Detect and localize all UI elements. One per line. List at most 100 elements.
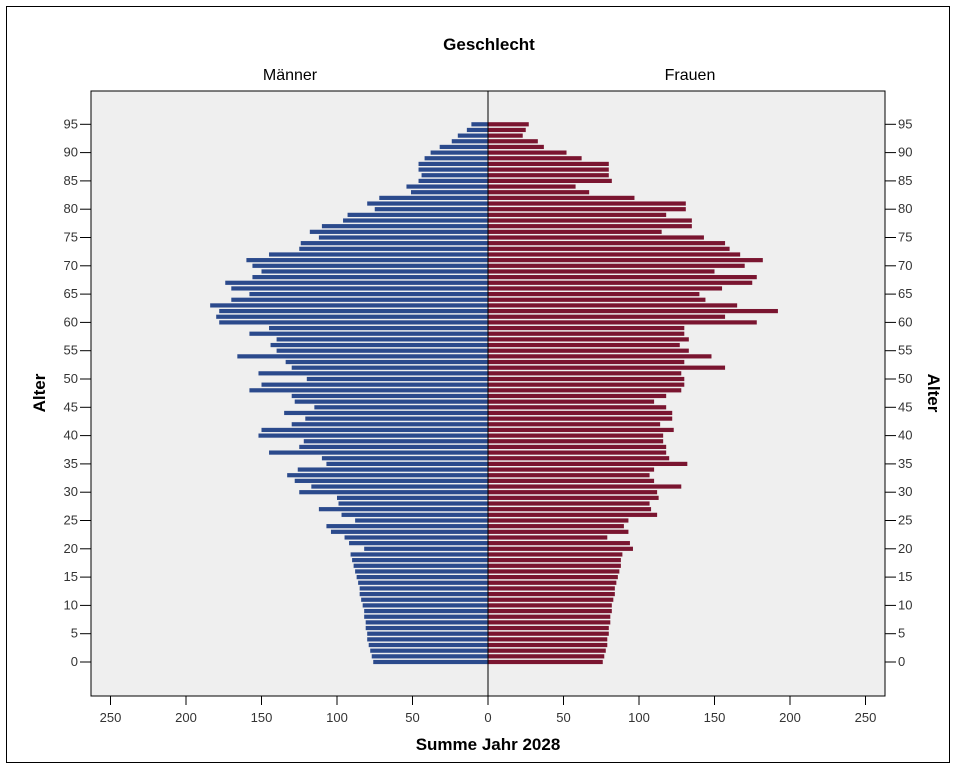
bar-women [488, 127, 526, 133]
x-tick-label: 150 [251, 710, 273, 725]
bar-women [488, 150, 567, 155]
bar-women [488, 201, 686, 206]
x-tick-label: 100 [326, 710, 348, 725]
bar-men [231, 297, 489, 302]
bar-men [466, 127, 488, 133]
bar-women [488, 484, 682, 489]
bar-men [451, 139, 488, 144]
bar-men [358, 580, 488, 585]
y-tick-label-right: 30 [898, 484, 912, 499]
bar-women [488, 258, 763, 263]
bar-men [287, 473, 488, 478]
bar-men [300, 241, 488, 246]
bar-women [488, 614, 611, 619]
bar-men [237, 354, 488, 359]
y-tick-label-right: 45 [898, 399, 912, 414]
bar-women [488, 139, 538, 144]
y-tick-label-left: 5 [71, 626, 78, 641]
bar-women [488, 410, 673, 416]
bar-men [370, 648, 488, 653]
bar-women [488, 224, 692, 229]
bar-men [364, 546, 488, 551]
x-tick-label: 50 [405, 710, 419, 725]
bar-men [373, 659, 488, 665]
bar-women [488, 325, 685, 331]
bar-men [294, 478, 488, 483]
bar-women [488, 427, 674, 433]
y-tick-label-left: 50 [64, 371, 78, 386]
y-tick-label-right: 60 [898, 314, 912, 329]
bar-women [488, 575, 618, 580]
bar-women [488, 637, 608, 642]
bar-men [291, 393, 488, 399]
bar-men [269, 325, 488, 331]
bar-men [421, 173, 488, 178]
y-tick-label-left: 35 [64, 456, 78, 471]
bar-men [353, 563, 488, 568]
bar-men [276, 348, 488, 353]
bar-men [406, 184, 488, 189]
bar-women [488, 286, 723, 291]
bar-men [338, 501, 488, 506]
bar-women [488, 371, 682, 376]
bar-men [303, 439, 488, 444]
bar-women [488, 512, 658, 517]
bar-women [488, 439, 664, 444]
bar-men [368, 642, 488, 648]
y-tick-label-left: 95 [64, 116, 78, 131]
bar-women [488, 292, 700, 297]
bar-women [488, 490, 658, 495]
bar-women [488, 563, 621, 568]
bar-men [457, 133, 488, 138]
bar-men [261, 382, 488, 387]
x-tick-label: 200 [175, 710, 197, 725]
y-tick-label-left: 30 [64, 484, 78, 499]
bar-men [252, 275, 488, 280]
bar-women [488, 501, 650, 506]
bar-men [347, 212, 488, 217]
bar-men [305, 416, 488, 421]
bar-women [488, 235, 704, 240]
bar-women [488, 359, 685, 365]
x-tick-label: 200 [779, 710, 801, 725]
x-tick-label: 250 [855, 710, 877, 725]
y-tick-label-right: 50 [898, 371, 912, 386]
bar-men [337, 495, 488, 500]
bar-men [371, 654, 488, 659]
x-tick-label: 50 [556, 710, 570, 725]
bar-men [341, 512, 488, 517]
bar-men [430, 150, 488, 155]
bar-men [355, 518, 488, 523]
bar-women [488, 642, 608, 648]
bar-women [488, 348, 689, 353]
bar-women [488, 591, 615, 597]
y-tick-label-right: 55 [898, 343, 912, 358]
bar-women [488, 433, 664, 438]
bar-men [291, 422, 488, 427]
bar-women [488, 473, 650, 478]
bar-men [299, 246, 488, 251]
bar-men [258, 371, 488, 376]
bar-women [488, 450, 667, 455]
bar-men [356, 575, 488, 580]
bar-women [488, 608, 612, 614]
bar-men [318, 235, 488, 240]
bar-men [330, 529, 488, 534]
bar-women [488, 144, 544, 150]
chart-title: Geschlecht [443, 35, 535, 54]
bar-women [488, 586, 615, 591]
bar-women [488, 654, 605, 659]
bar-women [488, 422, 661, 427]
bar-men [424, 156, 488, 161]
bar-men [318, 507, 488, 512]
bar-women [488, 275, 757, 280]
chart-frame [6, 6, 950, 763]
y-tick-label-left: 65 [64, 286, 78, 301]
y-tick-label-left: 40 [64, 428, 78, 443]
bar-women [488, 529, 629, 534]
bar-men [269, 252, 488, 257]
bar-men [418, 178, 488, 183]
bar-women [488, 246, 730, 251]
bar-men [352, 558, 488, 563]
